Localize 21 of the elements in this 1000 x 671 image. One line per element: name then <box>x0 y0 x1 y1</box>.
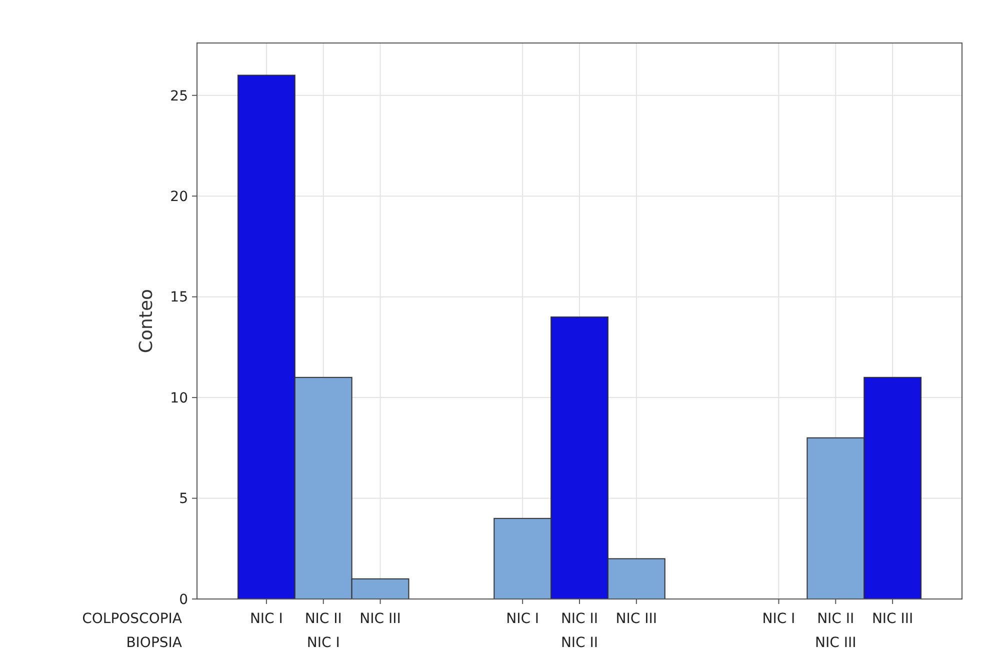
y-tick-label: 0 <box>179 592 188 608</box>
y-tick-label: 15 <box>170 290 188 306</box>
series-label: NIC I <box>250 611 283 627</box>
x-tick-label: NIC I <box>306 635 340 651</box>
x-tick-label: NIC II <box>560 635 598 651</box>
y-tick-label: 5 <box>179 491 188 508</box>
text: NIC I <box>762 611 796 627</box>
text: NIC III <box>872 611 914 627</box>
series-label: NIC III <box>360 611 401 627</box>
y-tick-label: 25 <box>170 88 188 104</box>
text: COLPOSCOPIA <box>82 611 182 627</box>
text: NIC I <box>506 611 540 627</box>
y-axis-title: Conteo <box>136 288 157 354</box>
y-tick-label: 20 <box>170 189 188 205</box>
x-tick-label: NIC III <box>815 635 856 651</box>
text: NIC II <box>817 611 854 627</box>
text: NIC II <box>560 611 598 627</box>
text: NIC III <box>616 611 658 627</box>
y-tick-label: 10 <box>170 390 188 406</box>
series-label: NIC II <box>304 611 342 627</box>
text: BIOPSIA <box>126 635 182 651</box>
